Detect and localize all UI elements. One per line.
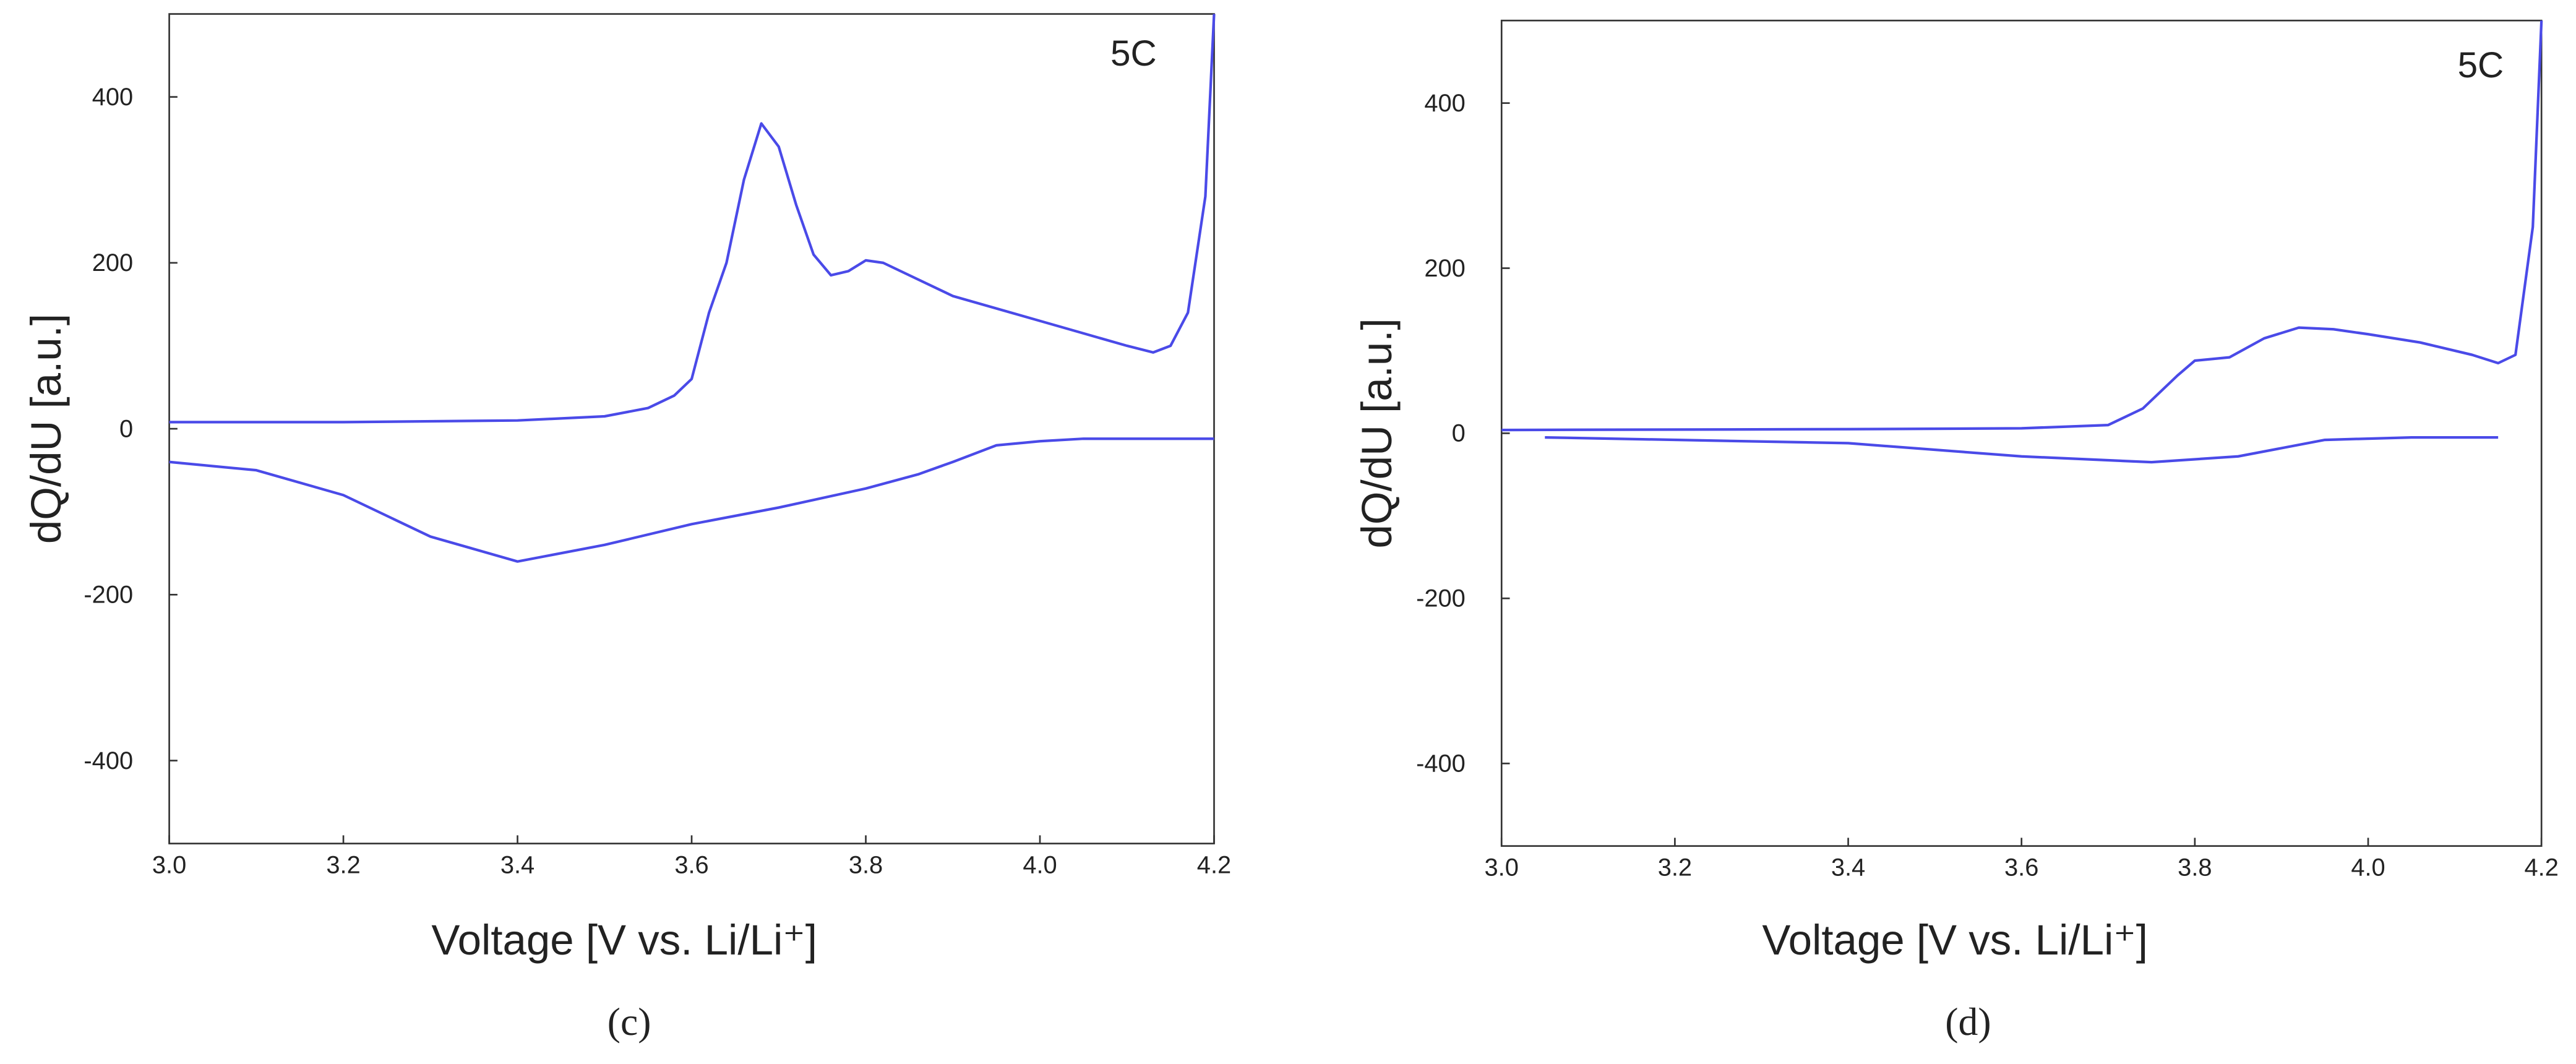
x-tick-label: 3.4 — [1831, 854, 1865, 881]
panel-label: (c) — [608, 1000, 651, 1044]
y-tick-label: 200 — [1424, 255, 1465, 282]
y-tick-label: 0 — [1452, 420, 1466, 447]
annotation: 5C — [2458, 45, 2504, 85]
data-line — [1545, 435, 2499, 464]
y-tick-label: 200 — [92, 249, 133, 277]
x-tick-label: 3.2 — [1658, 854, 1692, 881]
y-axis-label: dQ/dU [a.u.] — [22, 314, 70, 544]
y-tick-label: 400 — [1424, 90, 1465, 117]
annotation: 5C — [1110, 33, 1157, 74]
x-tick-label: 3.6 — [674, 851, 708, 878]
x-tick-label: 3.8 — [849, 851, 883, 878]
plot-frame — [1500, 19, 2543, 847]
data-line — [169, 437, 1214, 563]
plot-frame — [168, 13, 1215, 844]
x-tick-label: 4.2 — [1197, 851, 1231, 878]
x-tick-label: 3.0 — [1485, 854, 1519, 881]
y-tick-label: -400 — [1416, 750, 1466, 777]
y-tick-label: -200 — [1416, 585, 1466, 612]
data-line — [1501, 20, 2543, 432]
y-tick-label: -400 — [84, 747, 133, 774]
x-tick-label: 3.0 — [152, 851, 186, 878]
x-tick-label: 4.2 — [2524, 854, 2558, 881]
y-tick-label: -200 — [84, 581, 133, 609]
chart-panel: -400 -200 0 200 400 3.0 3.2 3.4 3.6 3.8 4.0 4.2 dQ/d… — [1352, 19, 2559, 1044]
x-axis-label: Voltage [V vs. Li/Li⁺] — [431, 916, 817, 964]
x-tick-label: 3.8 — [2178, 854, 2212, 881]
data-line — [169, 14, 1216, 424]
chart-panel: -400 -200 0 200 400 3.0 3.2 3.4 3.6 3.8 4.0 4.2 dQ/d… — [22, 13, 1231, 1044]
x-tick-label: 4.0 — [1023, 851, 1057, 878]
x-tick-label: 3.4 — [500, 851, 535, 878]
panel-label: (d) — [1945, 1000, 1991, 1044]
x-tick-label: 3.2 — [326, 851, 360, 878]
y-tick-label: 0 — [119, 415, 133, 442]
x-tick-label: 3.6 — [2004, 854, 2038, 881]
x-axis-label: Voltage [V vs. Li/Li⁺] — [1762, 916, 2148, 964]
y-axis-label: dQ/dU [a.u.] — [1352, 318, 1401, 548]
y-tick-label: 400 — [92, 84, 133, 111]
x-tick-label: 4.0 — [2351, 854, 2385, 881]
